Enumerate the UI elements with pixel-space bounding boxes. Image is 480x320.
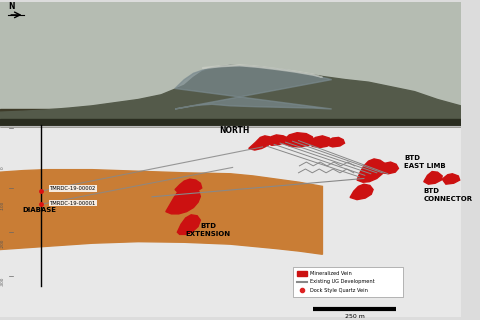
Text: -300: -300 xyxy=(1,276,5,286)
Text: Mineralized Vein: Mineralized Vein xyxy=(310,271,352,276)
Text: TMRDC-19-00002: TMRDC-19-00002 xyxy=(50,186,96,191)
Polygon shape xyxy=(175,65,332,109)
Text: Dock Style Quartz Vein: Dock Style Quartz Vein xyxy=(310,288,368,293)
Polygon shape xyxy=(357,159,386,182)
Text: Existing UG Development: Existing UG Development xyxy=(310,279,374,284)
Bar xyxy=(292,267,403,297)
Bar xyxy=(0,2,461,126)
Polygon shape xyxy=(442,174,460,184)
Polygon shape xyxy=(265,135,288,145)
Text: 0: 0 xyxy=(1,166,5,169)
Polygon shape xyxy=(283,133,314,147)
Text: -200: -200 xyxy=(1,238,5,248)
Polygon shape xyxy=(350,184,373,200)
Text: -100: -100 xyxy=(1,201,5,210)
Polygon shape xyxy=(166,187,200,214)
Text: 250 m: 250 m xyxy=(345,314,365,319)
Text: N: N xyxy=(8,2,15,11)
Polygon shape xyxy=(424,172,442,184)
Text: BTD
EXTENSION: BTD EXTENSION xyxy=(186,223,231,237)
Bar xyxy=(0,119,461,126)
Text: BTD
CONNECTOR: BTD CONNECTOR xyxy=(424,188,473,202)
Polygon shape xyxy=(175,179,202,193)
Text: TMRDC-19-00001: TMRDC-19-00001 xyxy=(50,201,96,206)
Polygon shape xyxy=(380,162,398,174)
Bar xyxy=(297,271,307,276)
Text: NORTH: NORTH xyxy=(220,126,250,135)
Text: DIABASE: DIABASE xyxy=(22,207,56,213)
Polygon shape xyxy=(309,136,332,148)
Polygon shape xyxy=(203,65,323,77)
Polygon shape xyxy=(327,137,345,147)
Polygon shape xyxy=(0,65,461,126)
Polygon shape xyxy=(177,215,200,234)
Bar xyxy=(0,109,461,126)
Bar xyxy=(0,126,461,317)
Polygon shape xyxy=(0,170,323,254)
Polygon shape xyxy=(249,136,272,150)
Text: BTD
EAST LIMB: BTD EAST LIMB xyxy=(405,155,446,169)
